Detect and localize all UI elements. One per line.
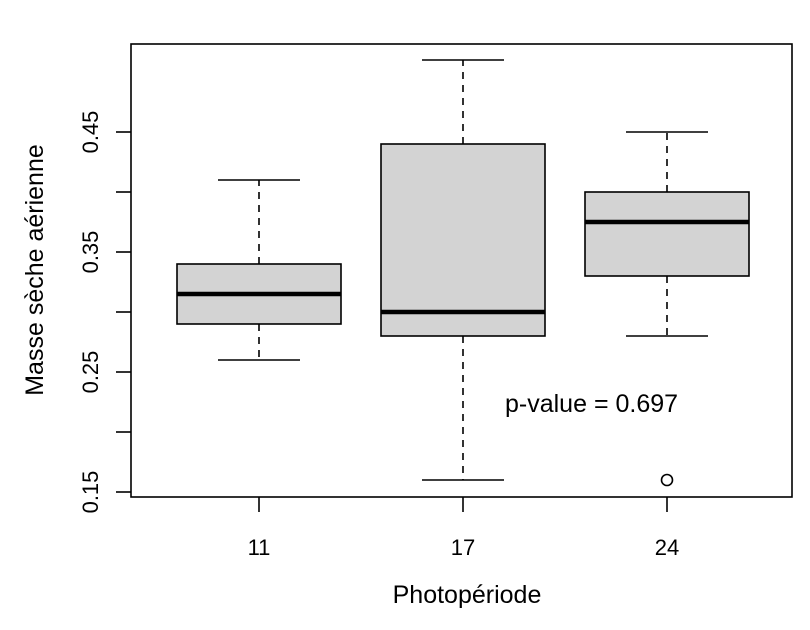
p-value-annotation: p-value = 0.697 [505,390,678,418]
y-axis-label: Masse sèche aérienne [21,144,49,396]
box-iqr [380,143,546,337]
box-iqr [584,191,750,277]
y-tick-label: 0.45 [78,111,103,154]
axes-layer: 0.15 0.25 0.35 0.45 11 17 24 [78,43,793,560]
plot-layer [176,59,750,487]
box-group-17 [380,59,546,481]
y-tick-label: 0.25 [78,351,103,394]
outlier-point [660,473,674,487]
plot-frame [130,43,793,498]
y-tick-label: 0.15 [78,471,103,514]
x-tick-label: 24 [655,535,679,560]
x-tick-label: 17 [451,535,475,560]
x-axis-label: Photopériode [393,581,542,609]
x-tick-label: 11 [248,535,271,560]
box-group-11 [176,179,342,361]
box-group-24 [584,131,750,487]
y-tick-label: 0.35 [78,231,103,274]
